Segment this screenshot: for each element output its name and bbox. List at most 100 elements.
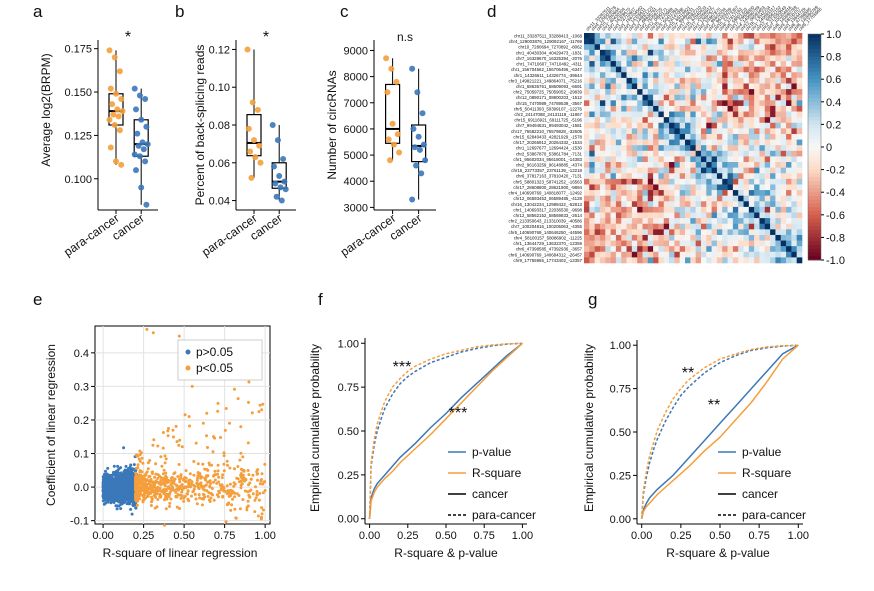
panel-b-point — [257, 159, 264, 166]
heatmap-cell — [637, 33, 643, 39]
heatmap-cell — [637, 195, 643, 202]
heatmap-cell — [738, 55, 744, 62]
colorbar-segment — [808, 113, 821, 118]
heatmap-cell — [647, 77, 654, 84]
heatmap-cell — [599, 178, 606, 185]
panel-e-point-nonsig — [115, 507, 119, 511]
heatmap-cell — [653, 201, 659, 208]
panel-e-point-sig — [237, 494, 241, 497]
heatmap-cell — [743, 122, 750, 129]
heatmap-cell — [615, 251, 622, 258]
heatmap-cell — [674, 178, 681, 185]
heatmap-cell — [722, 66, 728, 73]
heatmap-cell — [716, 139, 723, 146]
panel-c-ytick-label: 7000 — [344, 98, 368, 110]
heatmap-cell — [748, 55, 755, 62]
heatmap-cell — [716, 173, 723, 180]
heatmap-cell — [637, 94, 643, 101]
panel-b-ytick-label: 0.04 — [209, 196, 230, 208]
heatmap-cell — [722, 173, 728, 180]
heatmap-cell — [605, 100, 611, 107]
heatmap-cell — [647, 89, 654, 96]
panel-e-point-sig — [193, 492, 197, 496]
panel-e-point-sig — [175, 495, 179, 499]
heatmap-cell — [716, 162, 723, 168]
heatmap-cell — [685, 184, 691, 191]
heatmap-row-label: chr1_68636761_68609093_-6691 — [516, 84, 583, 89]
heatmap-cell — [738, 251, 744, 258]
panel-e-point-nonsig — [128, 483, 132, 487]
heatmap-cell — [732, 89, 739, 96]
panel-e-point-sig — [150, 470, 154, 474]
heatmap-cell — [770, 128, 776, 135]
heatmap-cell — [743, 184, 750, 191]
heatmap-cell — [754, 145, 760, 152]
panel-f-legend-label: para-cancer — [472, 508, 536, 522]
heatmap-cell — [727, 246, 734, 253]
heatmap-cell — [584, 150, 590, 157]
heatmap-cell — [647, 201, 654, 208]
heatmap-cell — [642, 195, 649, 202]
heatmap-cell — [679, 55, 686, 62]
heatmap-cell — [791, 38, 797, 45]
heatmap-cell — [796, 72, 803, 79]
heatmap-cell — [669, 218, 675, 225]
heatmap-cell — [589, 201, 595, 208]
heatmap-cell — [716, 122, 723, 129]
heatmap-cell — [738, 117, 744, 124]
heatmap-cell — [685, 49, 691, 56]
panel-e-point-sig — [207, 461, 211, 465]
heatmap-row-label: chr1_40430304_40429473_-1831 — [516, 50, 583, 55]
heatmap-cell — [711, 257, 718, 264]
heatmap-cell — [599, 246, 606, 253]
heatmap-cell — [727, 156, 734, 163]
heatmap-row-label: chr2_213350643_213310039_-40586 — [509, 219, 583, 224]
heatmap-cell — [599, 139, 606, 146]
panel-e-point-sig — [198, 496, 202, 500]
panel-e-point-nonsig — [104, 495, 108, 499]
colorbar-segment — [808, 233, 821, 238]
heatmap-row-label: chr4_140690769_140818077_-12492 — [509, 191, 583, 196]
panel-e-point-sig — [177, 443, 181, 447]
heatmap-cell — [658, 61, 665, 67]
heatmap-cell — [780, 128, 787, 135]
heatmap-cell — [642, 178, 649, 185]
heatmap-cell — [610, 212, 617, 219]
panel-a-significance: * — [125, 29, 131, 46]
heatmap-cell — [658, 190, 665, 196]
heatmap-cell — [786, 72, 792, 79]
heatmap-cell — [716, 55, 723, 62]
heatmap-cell — [743, 94, 750, 101]
heatmap-cell — [605, 77, 611, 84]
heatmap-cell — [764, 38, 771, 45]
heatmap-cell — [732, 184, 739, 191]
heatmap-cell — [743, 251, 750, 258]
heatmap-cell — [796, 49, 803, 56]
panel-e-scatter: Coefficient of linear regression R-squar… — [44, 325, 276, 560]
panel-f-series-line — [368, 342, 523, 519]
heatmap-cell — [669, 212, 675, 219]
heatmap-cell — [599, 55, 606, 62]
panel-f-series-line — [368, 342, 523, 519]
panel-e-point-sig — [159, 455, 163, 459]
heatmap-cell — [690, 190, 696, 196]
heatmap-cell — [589, 162, 595, 168]
panel-e-point-nonsig — [119, 495, 122, 499]
heatmap-cell — [743, 100, 750, 107]
heatmap-cell — [610, 38, 617, 45]
heatmap-cell — [674, 156, 681, 163]
heatmap-cell — [770, 184, 776, 191]
heatmap-cell — [642, 66, 649, 73]
panel-c-point — [420, 141, 427, 148]
heatmap-cell — [669, 162, 675, 168]
panel-e-point-sig — [146, 467, 150, 471]
heatmap-cell — [706, 229, 712, 236]
colorbar-segment — [808, 56, 821, 61]
heatmap-cell — [695, 251, 702, 258]
heatmap-cell — [764, 72, 771, 79]
panel-letter-g: g — [588, 290, 597, 309]
panel-e-point-sig — [250, 411, 254, 415]
heatmap-cell — [626, 178, 633, 185]
heatmap-cell — [764, 145, 771, 152]
heatmap-cell — [663, 94, 670, 101]
